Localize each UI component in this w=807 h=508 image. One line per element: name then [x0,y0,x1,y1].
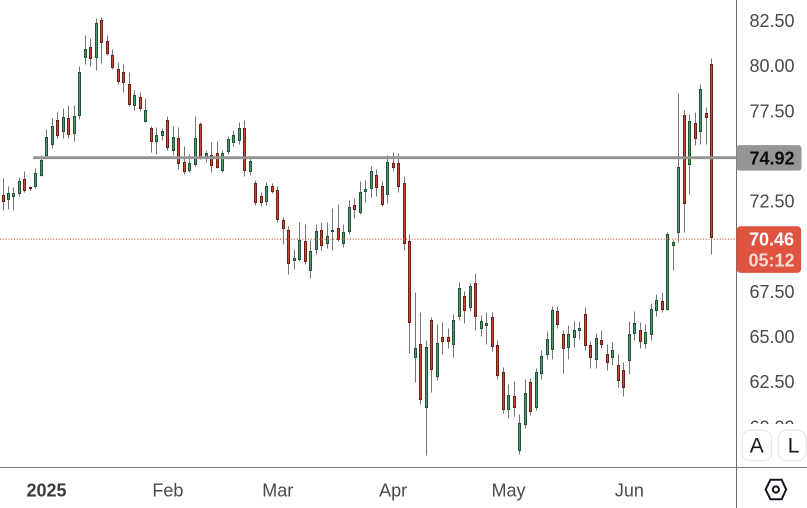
svg-text:Feb: Feb [152,481,183,501]
svg-text:62.50: 62.50 [749,372,794,392]
svg-text:65.00: 65.00 [749,327,794,347]
svg-text:80.00: 80.00 [749,56,794,76]
svg-text:A: A [750,435,764,458]
svg-text:L: L [788,435,800,458]
svg-text:05:12: 05:12 [748,251,794,271]
svg-text:May: May [491,481,525,501]
svg-text:67.50: 67.50 [749,282,794,302]
svg-text:70.46: 70.46 [749,229,794,249]
svg-text:72.50: 72.50 [749,192,794,212]
svg-text:77.50: 77.50 [749,101,794,121]
svg-text:82.50: 82.50 [749,11,794,31]
svg-text:Mar: Mar [262,481,293,501]
svg-text:Apr: Apr [379,481,407,501]
svg-text:74.92: 74.92 [749,148,794,168]
svg-text:Jun: Jun [615,481,644,501]
svg-text:2025: 2025 [26,481,66,501]
